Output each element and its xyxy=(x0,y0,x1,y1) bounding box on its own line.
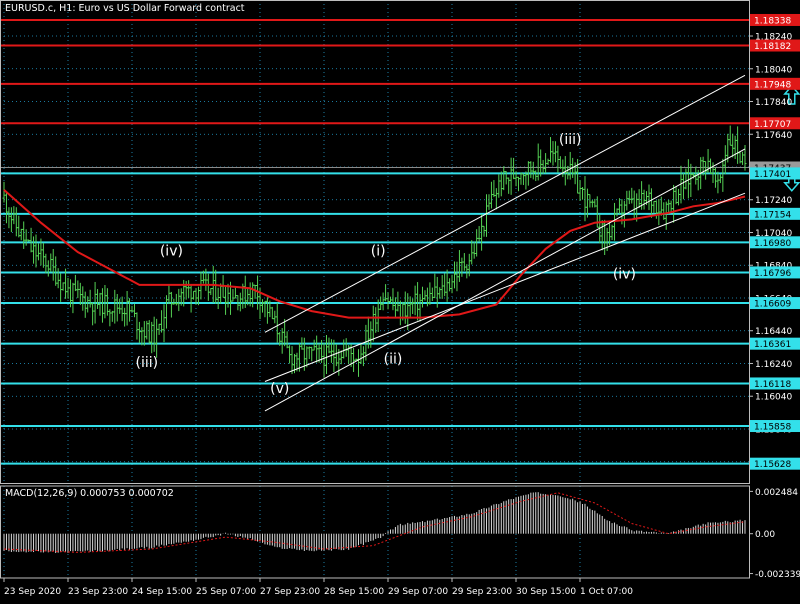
x-tick-label: 25 Sep 07:00 xyxy=(196,587,256,597)
level-price-label: 1.17707 xyxy=(754,120,791,130)
channel-line[interactable] xyxy=(264,74,746,333)
y-tick-label: 1.17840 xyxy=(755,98,792,108)
level-price-tag xyxy=(750,420,800,433)
level-price-label: 1.15628 xyxy=(754,460,791,470)
level-price-tag xyxy=(750,377,800,390)
wave-label: (iii) xyxy=(559,132,582,148)
level-price-label: 1.18338 xyxy=(754,16,791,26)
y-tick-label: 1.17640 xyxy=(755,131,792,141)
channel-line[interactable] xyxy=(264,148,746,412)
wave-label: (ii) xyxy=(384,351,403,367)
y-tick-label: 1.16440 xyxy=(755,327,792,337)
macd-pane-frame xyxy=(0,485,750,579)
level-price-tag xyxy=(750,266,800,279)
level-price-label: 1.16118 xyxy=(754,380,791,390)
arrow-up-icon[interactable] xyxy=(783,84,800,105)
level-price-label: 1.17154 xyxy=(754,210,791,220)
macd-y-tick-label: 0.002484 xyxy=(755,488,798,498)
x-tick-label: 23 Sep 2020 xyxy=(4,587,61,597)
macd-histogram xyxy=(3,492,746,554)
y-tick-label: 1.17040 xyxy=(755,229,792,239)
grid xyxy=(0,0,749,578)
wave-label: (i) xyxy=(371,243,386,259)
x-tick-label: 23 Sep 23:00 xyxy=(68,587,128,597)
level-price-tag xyxy=(750,167,800,180)
level-price-tag xyxy=(750,236,800,249)
y-tick-label: 1.16040 xyxy=(755,393,792,403)
y-tick-label: 1.17240 xyxy=(755,196,792,206)
level-price-tag xyxy=(750,39,800,52)
level-price-tag xyxy=(750,13,800,26)
level-price-tag xyxy=(750,297,800,310)
level-price-label: 1.15858 xyxy=(754,423,791,433)
level-price-label: 1.16609 xyxy=(754,300,791,310)
level-price-label: 1.16980 xyxy=(754,239,791,249)
macd-y-tick-label: 0.00 xyxy=(755,530,775,540)
moving-average-line xyxy=(3,189,746,319)
y-tick-label: 1.18240 xyxy=(755,33,792,43)
x-tick-label: 27 Sep 23:00 xyxy=(260,587,320,597)
wave-label: (iii) xyxy=(135,355,158,371)
support-resistance-levels[interactable] xyxy=(0,18,749,465)
price-pane-frame xyxy=(0,0,750,484)
level-price-tag xyxy=(750,77,800,90)
wave-label: (v) xyxy=(270,381,289,397)
y-tick-label: 1.18040 xyxy=(755,65,792,75)
level-price-label: 1.16361 xyxy=(754,340,791,350)
macd-y-tick-label: -0.002339 xyxy=(755,570,800,580)
chart-header: EURUSD.c, H1: Euro vs US Dollar Forward … xyxy=(5,3,245,14)
x-tick-label: 30 Sep 15:00 xyxy=(516,587,576,597)
level-price-tag xyxy=(750,207,800,220)
macd-signal-line xyxy=(3,492,746,553)
macd-header: MACD(12,26,9) 0.000753 0.000702 xyxy=(5,488,174,499)
channel-line[interactable] xyxy=(264,192,746,382)
level-price-tag xyxy=(750,117,800,130)
wave-label: (iv) xyxy=(613,266,636,282)
level-price-label: 1.16796 xyxy=(754,269,791,279)
x-tick-label: 28 Sep 15:00 xyxy=(324,587,384,597)
level-price-tag xyxy=(750,337,800,350)
x-tick-label: 1 Oct 07:00 xyxy=(580,587,633,597)
level-price-tag xyxy=(750,457,800,470)
x-tick-label: 29 Sep 07:00 xyxy=(388,587,448,597)
wave-label: (iv) xyxy=(160,243,183,259)
level-price-label: 1.17948 xyxy=(754,80,791,90)
level-price-label: 1.17401 xyxy=(754,170,791,180)
level-price-label: 1.18182 xyxy=(754,42,791,52)
x-tick-label: 29 Sep 23:00 xyxy=(452,587,512,597)
y-tick-label: 1.16240 xyxy=(755,360,792,370)
x-tick-label: 24 Sep 15:00 xyxy=(132,587,192,597)
price-axis: 1.182401.180401.178401.176401.174401.172… xyxy=(749,13,800,470)
